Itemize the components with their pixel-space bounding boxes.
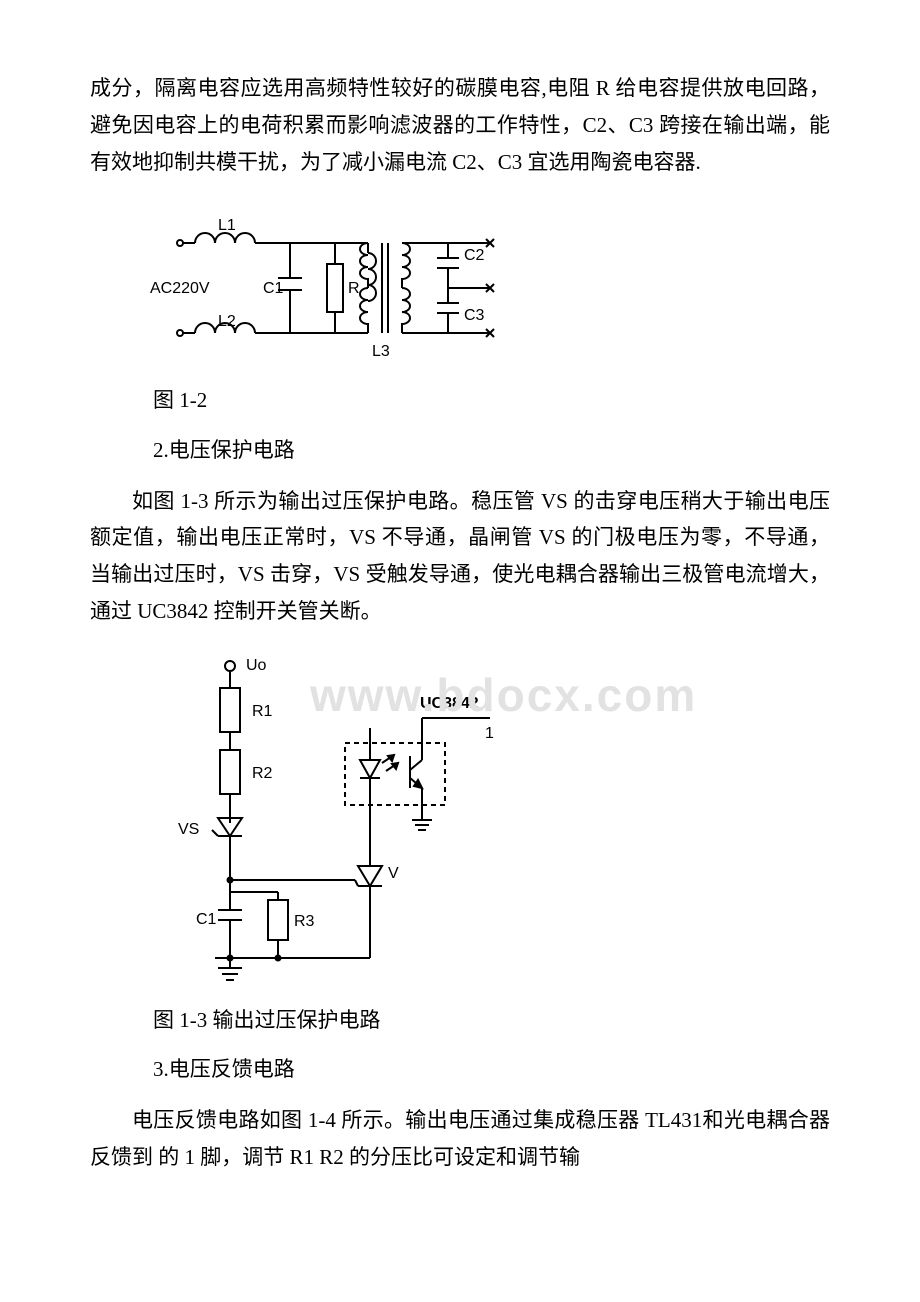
- figure-1-2: L1 L2 AC220V C1 R L3 C2 C3: [150, 198, 830, 373]
- paragraph-intro: 成分，隔离电容应选用高频特性较好的碳膜电容,电阻 R 给电容提供放电回路，避免因…: [90, 70, 830, 180]
- label-VS: VS: [178, 821, 199, 838]
- label-C1b: C1: [196, 911, 217, 928]
- paragraph-3: 电压反馈电路如图 1-4 所示。输出电压通过集成稳压器 TL431和光电耦合器反…: [90, 1102, 830, 1176]
- label-Uo: Uo: [246, 657, 267, 674]
- label-V: V: [388, 865, 399, 882]
- figure-1-3: Uo R1 R2 VS V UC3842 1 C1 R3: [160, 648, 830, 993]
- label-R: R: [348, 280, 360, 297]
- label-R1: R1: [252, 703, 273, 720]
- heading-section-2: 2.电压保护电路: [90, 433, 830, 469]
- label-L3: L3: [372, 343, 390, 360]
- label-C2: C2: [464, 247, 485, 264]
- label-L2: L2: [218, 313, 236, 330]
- label-C3: C3: [464, 307, 485, 324]
- label-UC3842: UC3842: [420, 695, 479, 712]
- caption-fig-1-3: 图 1-3 输出过压保护电路: [90, 1003, 830, 1039]
- label-pin1: 1: [485, 725, 494, 742]
- label-AC: AC220V: [150, 280, 210, 297]
- label-R2: R2: [252, 765, 273, 782]
- label-C1: C1: [263, 280, 284, 297]
- paragraph-2: 如图 1-3 所示为输出过压保护电路。稳压管 VS 的击穿电压稍大于输出电压额定…: [90, 483, 830, 630]
- caption-fig-1-2: 图 1-2: [90, 383, 830, 419]
- heading-section-3: 3.电压反馈电路: [90, 1052, 830, 1088]
- label-R3: R3: [294, 913, 315, 930]
- label-L1: L1: [218, 217, 236, 234]
